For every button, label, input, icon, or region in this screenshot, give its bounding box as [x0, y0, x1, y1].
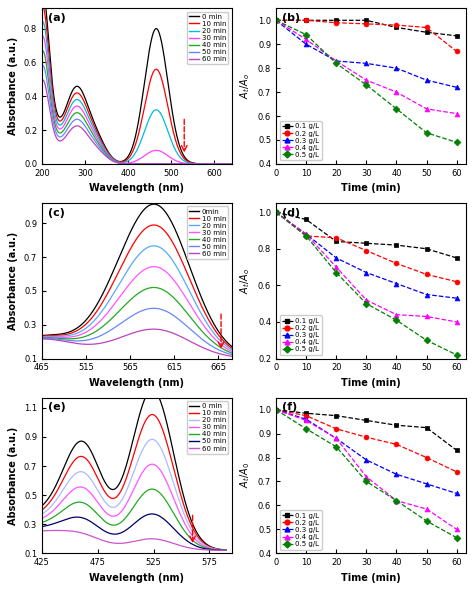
Legend: 0 min, 10 min, 20 min, 30 min, 40 min, 50 min, 60 min: 0 min, 10 min, 20 min, 30 min, 40 min, 5… — [187, 12, 228, 64]
Text: (a): (a) — [48, 13, 65, 23]
X-axis label: Wavelength (nm): Wavelength (nm) — [89, 573, 184, 583]
Y-axis label: Absorbance (a.u.): Absorbance (a.u.) — [9, 426, 18, 525]
Text: (c): (c) — [48, 207, 64, 217]
Legend: 0.1 g/L, 0.2 g/L, 0.3 g/L, 0.4 g/L, 0.5 g/L: 0.1 g/L, 0.2 g/L, 0.3 g/L, 0.4 g/L, 0.5 … — [280, 510, 322, 550]
Text: (f): (f) — [282, 402, 297, 413]
Y-axis label: $A_t/A_o$: $A_t/A_o$ — [238, 73, 252, 99]
X-axis label: Time (min): Time (min) — [341, 378, 401, 388]
Text: (e): (e) — [48, 402, 65, 413]
Text: (b): (b) — [282, 13, 300, 23]
X-axis label: Time (min): Time (min) — [341, 573, 401, 583]
Legend: 0 min, 10 min, 20 min, 30 min, 40 min, 50 min, 60 min: 0 min, 10 min, 20 min, 30 min, 40 min, 5… — [187, 401, 228, 454]
Y-axis label: Absorbance (a.u.): Absorbance (a.u.) — [9, 232, 18, 330]
Legend: 0min, 10 min, 20 min, 30 min, 40 min, 50 min, 60 min: 0min, 10 min, 20 min, 30 min, 40 min, 50… — [187, 206, 228, 259]
X-axis label: Wavelength (nm): Wavelength (nm) — [89, 378, 184, 388]
X-axis label: Time (min): Time (min) — [341, 183, 401, 193]
Legend: 0.1 g/L, 0.2 g/L, 0.3 g/L, 0.4 g/L, 0.5 g/L: 0.1 g/L, 0.2 g/L, 0.3 g/L, 0.4 g/L, 0.5 … — [280, 316, 322, 355]
Y-axis label: $A_t/A_o$: $A_t/A_o$ — [238, 268, 252, 294]
X-axis label: Wavelength (nm): Wavelength (nm) — [89, 183, 184, 193]
Y-axis label: Absorbance (a.u.): Absorbance (a.u.) — [9, 37, 18, 135]
Text: (d): (d) — [282, 207, 300, 217]
Y-axis label: $A_t/A_0$: $A_t/A_0$ — [238, 463, 252, 489]
Legend: 0.1 g/L, 0.2 g/L, 0.3 g/L, 0.4 g/L, 0.5 g/L: 0.1 g/L, 0.2 g/L, 0.3 g/L, 0.4 g/L, 0.5 … — [280, 121, 322, 160]
